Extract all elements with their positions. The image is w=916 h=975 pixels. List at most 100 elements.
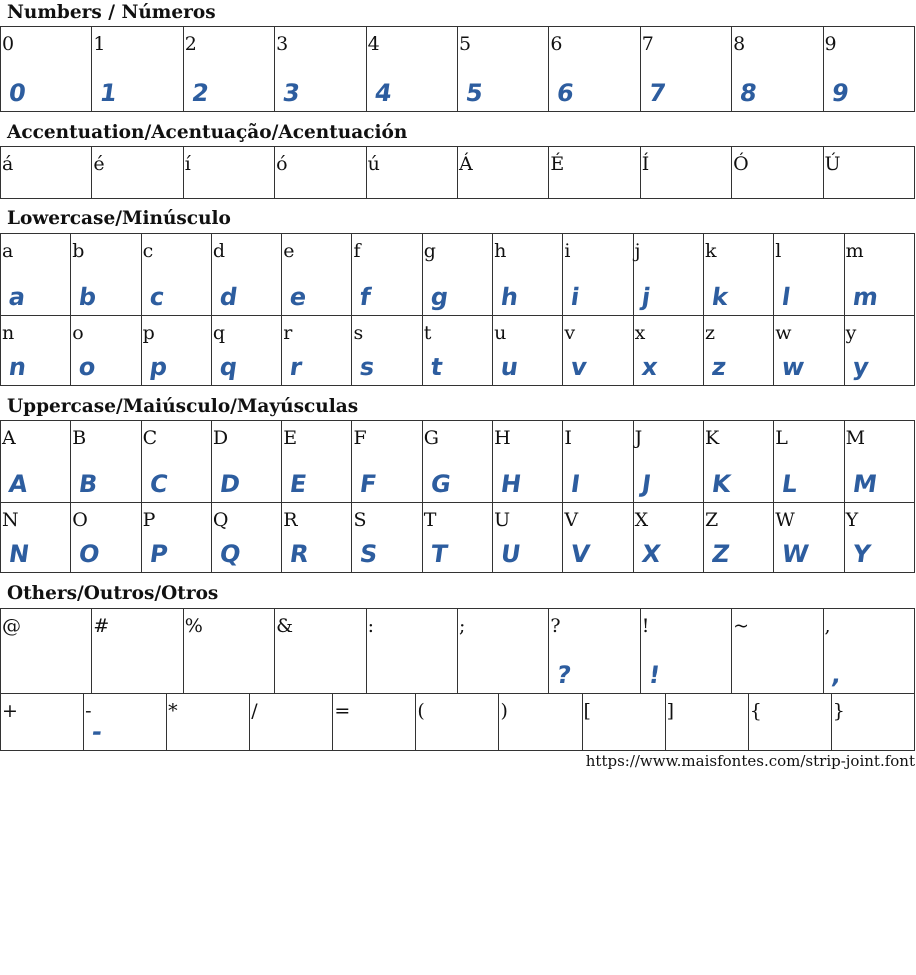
character-label: I xyxy=(564,427,572,449)
font-glyph-sample: L xyxy=(780,470,800,498)
glyph-cell: ; xyxy=(456,608,550,694)
character-label: w xyxy=(775,322,792,344)
font-glyph-sample: a xyxy=(7,283,28,311)
character-label: u xyxy=(494,322,507,344)
glyph-cell: } xyxy=(830,693,916,751)
font-glyph-sample: W xyxy=(780,540,811,568)
character-label: Y xyxy=(845,509,859,531)
font-glyph-sample: D xyxy=(217,470,242,498)
font-glyph-sample: R xyxy=(288,540,311,568)
font-glyph-sample: T xyxy=(428,540,450,568)
font-glyph-sample: u xyxy=(499,353,521,381)
character-label: O xyxy=(72,509,88,531)
font-glyph-sample: Z xyxy=(710,540,732,568)
glyph-table: @ #% &:;??!! ~,, xyxy=(0,608,916,694)
font-glyph-sample: 3 xyxy=(281,79,302,107)
character-label: j xyxy=(634,240,641,262)
font-glyph-sample: M xyxy=(850,470,879,498)
font-glyph-sample: U xyxy=(499,540,523,568)
font-glyph-sample: S xyxy=(358,540,380,568)
character-label: N xyxy=(2,509,19,531)
glyph-cell: ] xyxy=(664,693,749,751)
character-label: T xyxy=(423,509,437,531)
font-glyph-sample: j xyxy=(639,283,652,311)
font-glyph-sample: i xyxy=(569,283,582,311)
font-glyph-sample: c xyxy=(147,283,166,311)
character-label: ú xyxy=(367,153,380,175)
font-glyph-sample: Q xyxy=(217,540,243,568)
glyph-cell: Ó xyxy=(731,146,824,199)
character-label: E xyxy=(283,427,298,449)
character-label: J xyxy=(634,427,643,449)
character-label: ) xyxy=(500,700,508,722)
character-label: v xyxy=(564,322,576,344)
character-label: 3 xyxy=(276,33,289,55)
source-url[interactable]: https://www.maisfontes.com/strip-joint.f… xyxy=(585,752,915,770)
font-glyph-sample: p xyxy=(147,353,169,381)
font-glyph-sample: 1 xyxy=(98,79,120,107)
glyph-cell: * xyxy=(166,693,251,751)
font-glyph-sample: s xyxy=(358,353,377,381)
glyph-cell: -- xyxy=(83,693,168,751)
character-label: 2 xyxy=(184,33,197,55)
character-label: 7 xyxy=(641,33,654,55)
character-label: ! xyxy=(641,615,650,637)
character-label: q xyxy=(212,322,226,344)
character-label: V xyxy=(564,509,579,531)
character-label: f xyxy=(353,240,361,262)
font-glyph-sample: o xyxy=(77,353,98,381)
font-glyph-sample: 0 xyxy=(7,79,28,107)
section-heading: Lowercase/Minúsculo xyxy=(7,208,231,229)
font-glyph-sample: H xyxy=(499,470,524,498)
character-label: + xyxy=(2,700,18,722)
character-label: K xyxy=(704,427,720,449)
character-label: l xyxy=(775,240,782,262)
font-glyph-sample: n xyxy=(7,353,29,381)
character-label: 6 xyxy=(550,33,563,55)
character-label: } xyxy=(832,700,845,722)
font-glyph-sample: t xyxy=(428,353,445,381)
font-glyph-sample: O xyxy=(77,540,102,568)
character-label: á xyxy=(2,153,14,175)
glyph-cell: [ xyxy=(581,693,666,751)
character-label: B xyxy=(72,427,87,449)
character-label: í xyxy=(184,153,191,175)
font-glyph-sample: K xyxy=(710,470,733,498)
character-label: a xyxy=(2,240,14,262)
character-label: z xyxy=(704,322,715,344)
font-glyph-sample: 8 xyxy=(738,79,759,107)
character-label: Í xyxy=(641,153,650,175)
glyph-cell: á xyxy=(0,146,93,199)
character-label: r xyxy=(283,322,293,344)
character-label: * xyxy=(168,700,178,722)
character-label: : xyxy=(367,615,374,637)
font-glyph-sample: 5 xyxy=(463,79,485,107)
